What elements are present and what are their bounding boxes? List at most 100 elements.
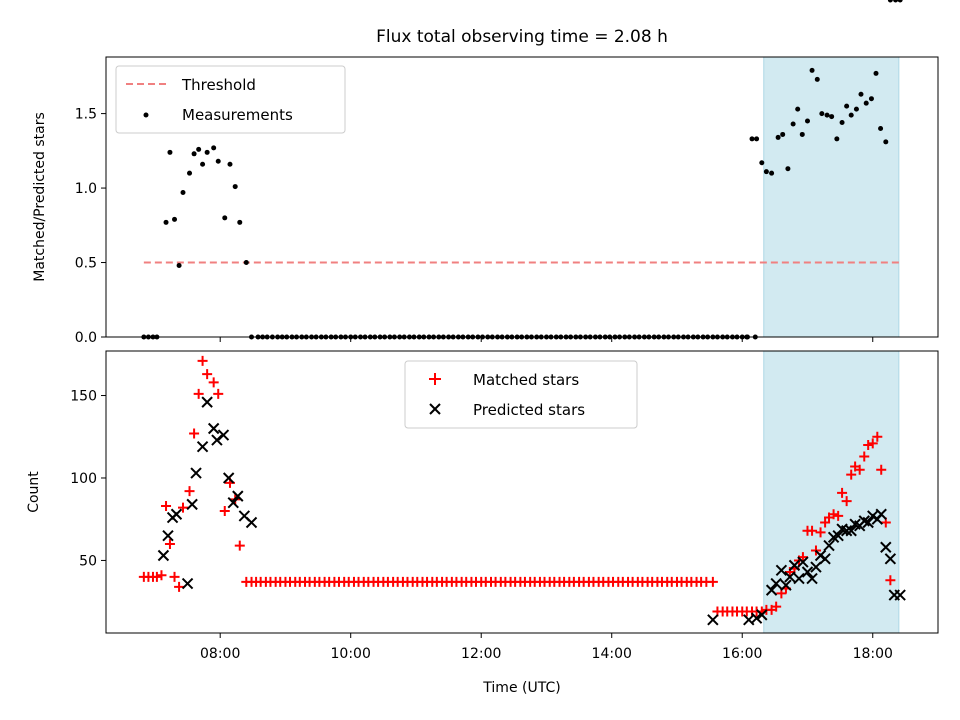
matched-point [197, 355, 208, 366]
matched-point [234, 540, 245, 551]
predicted-point [157, 549, 170, 562]
predicted-point [201, 396, 213, 408]
matched-point [872, 431, 883, 442]
predicted-point [875, 508, 887, 520]
x-tick-label: 14:00 [592, 646, 632, 662]
measurement-point [819, 111, 825, 117]
predicted-point [770, 577, 782, 590]
measurement-point [191, 151, 197, 157]
matched-point [846, 469, 857, 480]
measurements-legend-label: Measurements [182, 106, 293, 124]
matched-point [859, 451, 870, 462]
predicted-point [880, 541, 892, 553]
measurement-point [790, 121, 796, 127]
measurement-point [853, 106, 859, 112]
matched-point [841, 496, 852, 507]
predicted-point [862, 516, 874, 529]
measurement-point [887, 0, 893, 3]
matched-point [707, 576, 718, 587]
matched-point [807, 525, 818, 536]
matched-point [828, 509, 839, 520]
measurement-point [163, 219, 169, 225]
matched-point [219, 505, 230, 516]
measurement-point [227, 161, 233, 167]
measurement-point [243, 260, 249, 266]
matched-point [771, 601, 782, 612]
top-y-tick-label: 1.5 [75, 107, 97, 123]
predicted-point [756, 609, 768, 621]
predicted-point [162, 529, 174, 542]
measurement-point [829, 114, 835, 120]
predicted-legend-swatch [429, 403, 441, 415]
measurement-point [799, 131, 805, 137]
measurement-point [232, 184, 238, 190]
predicted-point [801, 566, 814, 578]
predicted-point [797, 556, 809, 568]
predicted-point [245, 516, 258, 529]
top-legend-box [115, 65, 346, 134]
bottom-series-predicted-stars [157, 396, 906, 626]
x-tick-label: 16:00 [722, 646, 762, 662]
predicted-point [222, 472, 235, 484]
x-tick-label: 08:00 [200, 646, 240, 662]
measurement-point [775, 134, 781, 140]
measurement-point [176, 263, 182, 269]
bottom-y-tick-label: 100 [70, 471, 97, 487]
measurement-point [759, 160, 765, 166]
x-axis-label: Time (UTC) [482, 680, 560, 696]
predicted-point [894, 589, 906, 601]
matched-point [202, 369, 213, 380]
measurement-point [848, 112, 854, 118]
measurement-point [839, 120, 845, 126]
matched-point [876, 464, 887, 475]
predicted-point [823, 539, 835, 552]
predicted-point [806, 572, 818, 585]
predicted-point [750, 612, 763, 624]
predicted-point [211, 434, 223, 446]
predicted-point [217, 429, 230, 441]
matched-point [178, 502, 189, 513]
measurement-point [204, 149, 210, 155]
threshold-legend-label: Threshold [181, 76, 256, 94]
predicted-point [207, 422, 220, 435]
measurement-point [873, 70, 879, 76]
measurement-point [749, 136, 755, 142]
bottom-axes-frame [105, 350, 939, 634]
bottom-legend-box [404, 360, 638, 429]
measurement-point [858, 91, 864, 97]
measurement-point [237, 219, 243, 225]
chart-title: Flux total observing time = 2.08 h [376, 27, 668, 47]
bottom-observing-span [763, 350, 900, 634]
predicted-legend-label: Predicted stars [473, 401, 585, 419]
measurement-point [804, 118, 810, 124]
top-observing-span [763, 56, 900, 338]
predicted-point [196, 440, 209, 453]
measurement-point [180, 190, 186, 196]
measurements-legend-swatch [143, 112, 149, 118]
measurement-point [868, 96, 874, 102]
predicted-point [181, 577, 194, 590]
matched-point [837, 487, 848, 498]
matched-point [156, 570, 167, 581]
matched-point [863, 440, 874, 450]
predicted-point [780, 579, 792, 591]
measurement-point [754, 136, 760, 142]
bottom-y-axis-label: Count [26, 471, 42, 513]
matched-point [189, 428, 200, 439]
measurement-point [795, 106, 801, 112]
top-y-axis-label: Matched/Predicted stars [32, 112, 48, 282]
matched-point [815, 527, 826, 538]
predicted-point [840, 525, 853, 537]
measurement-point [200, 161, 206, 167]
predicted-point [707, 614, 719, 626]
matched-point [797, 552, 808, 563]
top-axes-frame [105, 56, 939, 338]
x-tick-label: 18:00 [853, 646, 893, 662]
measurement-point [211, 145, 217, 151]
bottom-y-tick-label: 50 [79, 553, 97, 569]
matched-point [208, 377, 219, 388]
matched-point [213, 388, 224, 399]
predicted-point [765, 584, 778, 596]
matched-point [867, 438, 878, 449]
